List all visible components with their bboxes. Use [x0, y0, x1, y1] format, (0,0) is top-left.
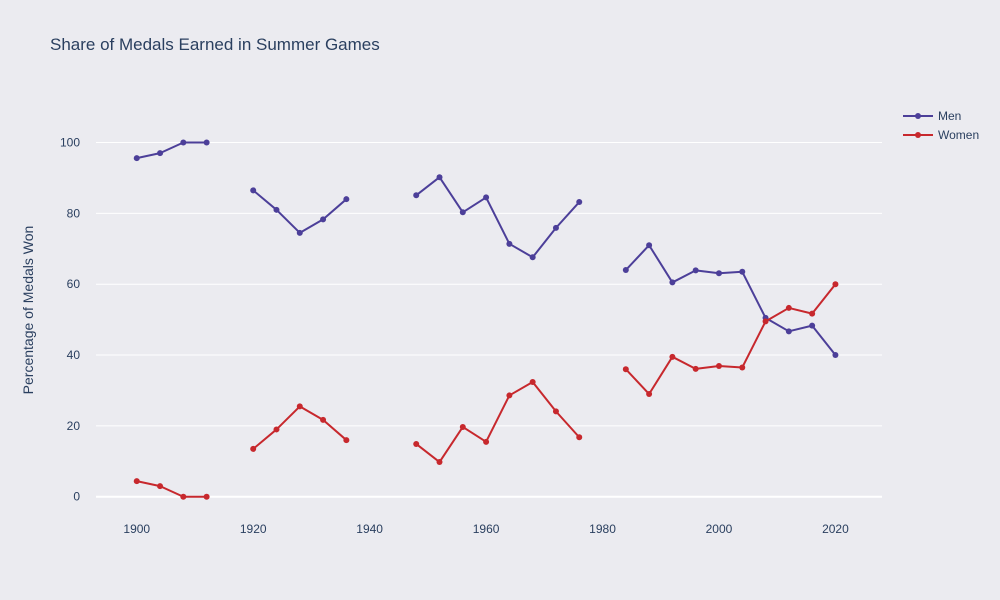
data-point-women[interactable]	[133, 478, 140, 485]
data-point-men[interactable]	[832, 352, 839, 359]
y-tick-labels: 0 20 40 60 80 100	[60, 136, 80, 504]
data-point-women[interactable]	[203, 493, 210, 500]
data-point-men[interactable]	[320, 216, 327, 223]
data-point-women[interactable]	[762, 318, 769, 325]
data-point-women[interactable]	[576, 434, 583, 441]
y-tick-label: 0	[73, 490, 80, 504]
data-point-women[interactable]	[832, 281, 839, 288]
data-point-men[interactable]	[203, 139, 210, 146]
data-point-women[interactable]	[459, 423, 466, 430]
data-point-women[interactable]	[506, 392, 513, 399]
legend: Men Women	[903, 109, 979, 142]
data-point-men[interactable]	[436, 174, 443, 181]
x-tick-label: 1940	[356, 522, 383, 536]
grid-lines	[96, 142, 882, 498]
data-point-women[interactable]	[785, 304, 792, 311]
y-tick-label: 100	[60, 136, 80, 150]
data-point-women[interactable]	[413, 440, 420, 447]
y-tick-label: 60	[67, 277, 81, 291]
data-point-men[interactable]	[739, 268, 746, 275]
data-point-men[interactable]	[133, 155, 140, 162]
data-point-women[interactable]	[157, 483, 164, 490]
x-tick-label: 1920	[240, 522, 267, 536]
data-point-women[interactable]	[739, 364, 746, 371]
data-point-men[interactable]	[483, 194, 490, 201]
data-point-women[interactable]	[250, 445, 257, 452]
series-line-women	[625, 283, 837, 396]
data-point-men[interactable]	[809, 322, 816, 329]
legend-swatch-marker	[915, 132, 921, 138]
data-point-women[interactable]	[715, 363, 722, 370]
chart-title: Share of Medals Earned in Summer Games	[50, 35, 380, 54]
legend-label: Men	[938, 109, 961, 123]
data-point-women[interactable]	[180, 493, 187, 500]
x-tick-label: 1900	[123, 522, 150, 536]
data-point-men[interactable]	[250, 187, 257, 194]
x-tick-label: 1980	[589, 522, 616, 536]
y-tick-label: 80	[67, 206, 81, 220]
data-point-women[interactable]	[646, 391, 653, 398]
data-point-women[interactable]	[809, 310, 816, 317]
data-point-men[interactable]	[157, 150, 164, 157]
data-point-women[interactable]	[436, 459, 443, 466]
data-point-men[interactable]	[785, 328, 792, 335]
data-point-men[interactable]	[576, 199, 583, 206]
series-line-men	[625, 244, 837, 356]
x-tick-labels: 1900 1920 1940 1960 1980 2000 2020	[123, 522, 849, 536]
series-line-men	[415, 176, 580, 259]
legend-item-men[interactable]: Men	[903, 109, 961, 123]
data-point-women[interactable]	[296, 403, 303, 410]
data-point-men[interactable]	[552, 224, 559, 231]
data-point-men[interactable]	[529, 254, 536, 261]
data-point-women[interactable]	[320, 416, 327, 423]
y-axis-title: Percentage of Medals Won	[20, 226, 36, 395]
data-point-women[interactable]	[343, 437, 350, 444]
data-point-women[interactable]	[692, 365, 699, 372]
data-point-women[interactable]	[273, 426, 280, 433]
data-point-men[interactable]	[715, 270, 722, 277]
legend-swatch-marker	[915, 113, 921, 119]
x-tick-label: 2000	[706, 522, 733, 536]
series-women	[133, 281, 839, 500]
data-point-men[interactable]	[413, 192, 420, 199]
series-men	[133, 139, 839, 359]
legend-item-women[interactable]: Women	[903, 128, 979, 142]
data-point-men[interactable]	[692, 267, 699, 274]
data-point-men[interactable]	[459, 209, 466, 216]
data-point-men[interactable]	[273, 206, 280, 213]
x-tick-label: 2020	[822, 522, 849, 536]
plot-area	[133, 139, 839, 500]
series-line-women	[136, 480, 207, 498]
series-line-men	[136, 141, 207, 160]
data-point-women[interactable]	[552, 408, 559, 415]
y-tick-label: 20	[67, 419, 81, 433]
y-tick-label: 40	[67, 348, 81, 362]
data-point-women[interactable]	[529, 378, 536, 385]
data-point-men[interactable]	[622, 267, 629, 274]
data-point-men[interactable]	[180, 139, 187, 146]
data-point-men[interactable]	[343, 196, 350, 203]
series-line-women	[415, 380, 580, 464]
data-point-men[interactable]	[506, 240, 513, 247]
data-point-women[interactable]	[483, 438, 490, 445]
data-point-men[interactable]	[669, 279, 676, 286]
data-point-women[interactable]	[622, 366, 629, 373]
legend-label: Women	[938, 128, 979, 142]
data-point-men[interactable]	[296, 229, 303, 236]
data-point-women[interactable]	[669, 353, 676, 360]
data-point-men[interactable]	[646, 242, 653, 249]
x-tick-label: 1960	[473, 522, 500, 536]
